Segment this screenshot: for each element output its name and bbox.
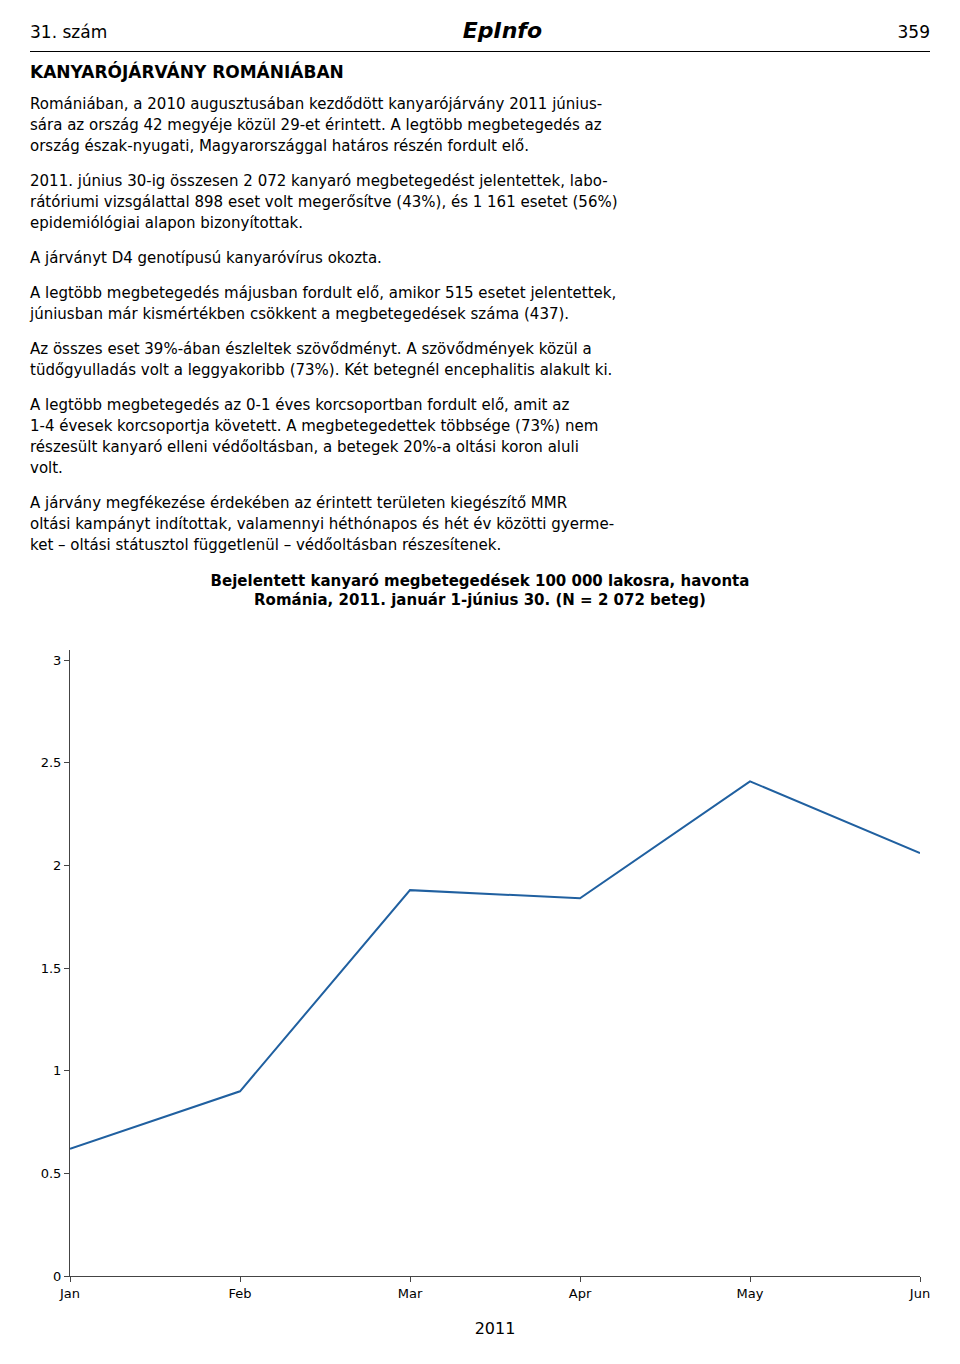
html-text:oltási kampányt indítottak, va: oltási kampányt indítottak, valamennyi h… (30, 515, 615, 533)
html-text:epidemiólógiai alapon bizonyít: epidemiólógiai alapon bizonyítottak. (30, 214, 304, 232)
html-text:rátóriumi vizsgálattal 898 ese: rátóriumi vizsgálattal 898 eset volt meg… (30, 193, 618, 211)
html-text:359: 359 (897, 22, 930, 42)
html-text:sára az ország 42 megyéje közü: sára az ország 42 megyéje közül 29-et ér… (30, 116, 602, 134)
svg-text:Feb: Feb (228, 1286, 251, 1301)
html-text:KANYARÓJÁRVÁNY ROMÁNIÁBAN: KANYARÓJÁRVÁNY ROMÁNIÁBAN (30, 62, 344, 82)
html-text:júniusban már kismértékben csö: júniusban már kismértékben csökkent a me… (30, 305, 570, 323)
html-text:ország észak-nyugati, Magyaror: ország észak-nyugati, Magyarországgal ha… (30, 137, 529, 155)
html-text:2011. június 30-ig összesen 2: 2011. június 30-ig összesen 2 072 kanyar… (30, 172, 608, 190)
html-text:A legtöbb megbetegedés az 0-1: A legtöbb megbetegedés az 0-1 éves korcs… (30, 396, 570, 414)
svg-text:2011: 2011 (475, 1319, 516, 1338)
html-text:ket – oltási státusztol függet: ket – oltási státusztol függetlenül – vé… (30, 536, 502, 554)
svg-text:May: May (737, 1286, 764, 1301)
svg-text:0: 0 (53, 1269, 61, 1284)
svg-text:Jan: Jan (59, 1286, 80, 1301)
html-text:31. szám: 31. szám (30, 22, 108, 42)
svg-text:Mar: Mar (398, 1286, 423, 1301)
html-text:A járványt D4 genotípusú kanya: A járványt D4 genotípusú kanyaróvírus ok… (30, 249, 382, 267)
html-text:tüdőgyulladás volt a leggyakor: tüdőgyulladás volt a leggyakoribb (73%).… (30, 361, 613, 379)
svg-text:2: 2 (53, 858, 61, 873)
svg-text:0.5: 0.5 (41, 1166, 62, 1181)
svg-text:1.5: 1.5 (41, 961, 62, 976)
html-text:volt.: volt. (30, 459, 63, 477)
html-text:EpInfo: EpInfo (462, 18, 542, 43)
html-text:Az összes eset 39%-ában észlel: Az összes eset 39%-ában észleltek szövőd… (30, 340, 592, 358)
html-text:1-4 évesek korcsoportja követe: 1-4 évesek korcsoportja követett. A megb… (30, 417, 599, 435)
html-text:A járvány megfékezése érdekébe: A járvány megfékezése érdekében az érint… (30, 494, 568, 512)
svg-text:Apr: Apr (569, 1286, 592, 1301)
svg-text:1: 1 (53, 1063, 61, 1078)
svg-text:Bejelentett kanyaró megbeteged: Bejelentett kanyaró megbetegedések 100 0… (211, 572, 750, 610)
svg-text:Jun: Jun (909, 1286, 930, 1301)
html-text:Romániában, a 2010 augusztusáb: Romániában, a 2010 augusztusában kezdődö… (30, 95, 603, 113)
svg-text:2.5: 2.5 (41, 755, 62, 770)
html-text:A legtöbb megbetegedés májusba: A legtöbb megbetegedés májusban fordult … (30, 284, 617, 302)
html-text:részesült kanyaró elleni védőo: részesült kanyaró elleni védőoltásban, a… (30, 438, 579, 456)
svg-text:3: 3 (53, 653, 61, 668)
